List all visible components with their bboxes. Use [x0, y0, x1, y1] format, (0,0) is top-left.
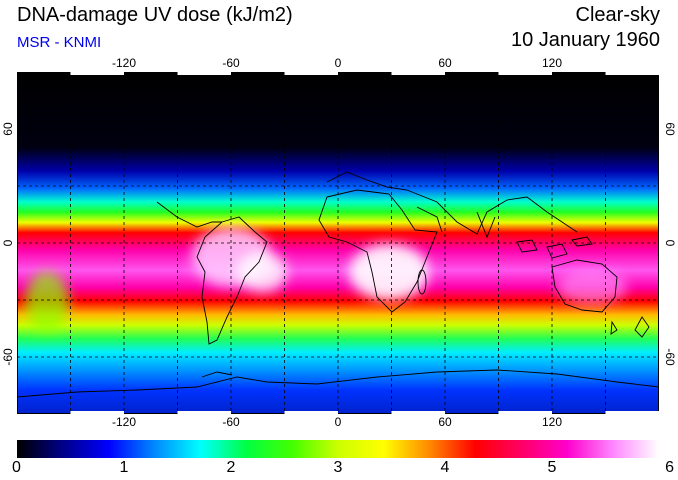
color-scale-tick-label: 5: [547, 459, 557, 476]
frame-segment: [498, 72, 552, 75]
lon-tick-label-bottom: 60: [438, 415, 452, 429]
frame-segment: [284, 72, 338, 75]
uv-maxima: [25, 227, 627, 332]
color-scale-tick-label: 6: [665, 459, 674, 476]
coastlines: [17, 171, 659, 398]
date-label: 10 January 1960: [510, 29, 660, 51]
lat-tick-label-right: 0: [663, 239, 677, 247]
lon-tick-label-top: 60: [438, 56, 452, 70]
frame-segment: [498, 411, 552, 414]
color-scale-tick-label: 2: [226, 459, 236, 476]
lon-tick-label-top: -120: [111, 56, 137, 70]
frame-segment: [70, 411, 124, 414]
frame-segment: [605, 72, 659, 75]
lon-tick-label-top: 120: [541, 56, 563, 70]
sky-condition-label: Clear-sky: [575, 4, 660, 26]
frame-segment: [605, 411, 659, 414]
graticule: [17, 72, 659, 414]
frame-segment: [391, 72, 445, 75]
color-scale-bar: [17, 440, 659, 458]
uv-dose-map: [17, 72, 659, 414]
lon-tick-label-bottom: -60: [222, 415, 240, 429]
lon-tick-label-bottom: 0: [334, 415, 342, 429]
frame-segment: [284, 411, 338, 414]
frame-segment: [70, 72, 124, 75]
lat-tick-label-left: 0: [1, 239, 15, 247]
frame-segment: [391, 411, 445, 414]
color-scale-tick-label: 0: [12, 459, 21, 476]
lat-tick-label-right: 60: [663, 122, 677, 136]
frame-segment: [177, 72, 231, 75]
color-scale-tick-label: 4: [440, 459, 450, 476]
lat-tick-label-left: 60: [1, 122, 15, 136]
lat-tick-label-left: -60: [1, 348, 15, 366]
frame-segment: [177, 411, 231, 414]
color-scale-tick-label: 3: [333, 459, 343, 476]
color-scale-fill: [17, 440, 659, 458]
lon-tick-label-bottom: 120: [541, 415, 563, 429]
lat-tick-label-right: -60: [663, 348, 677, 366]
map-title: DNA-damage UV dose (kJ/m2): [17, 4, 293, 26]
lon-tick-label-top: 0: [334, 56, 342, 70]
lon-tick-label-top: -60: [222, 56, 240, 70]
color-scale-tick-label: 1: [119, 459, 129, 476]
source-label: MSR - KNMI: [17, 34, 102, 51]
lon-tick-label-bottom: -120: [111, 415, 137, 429]
